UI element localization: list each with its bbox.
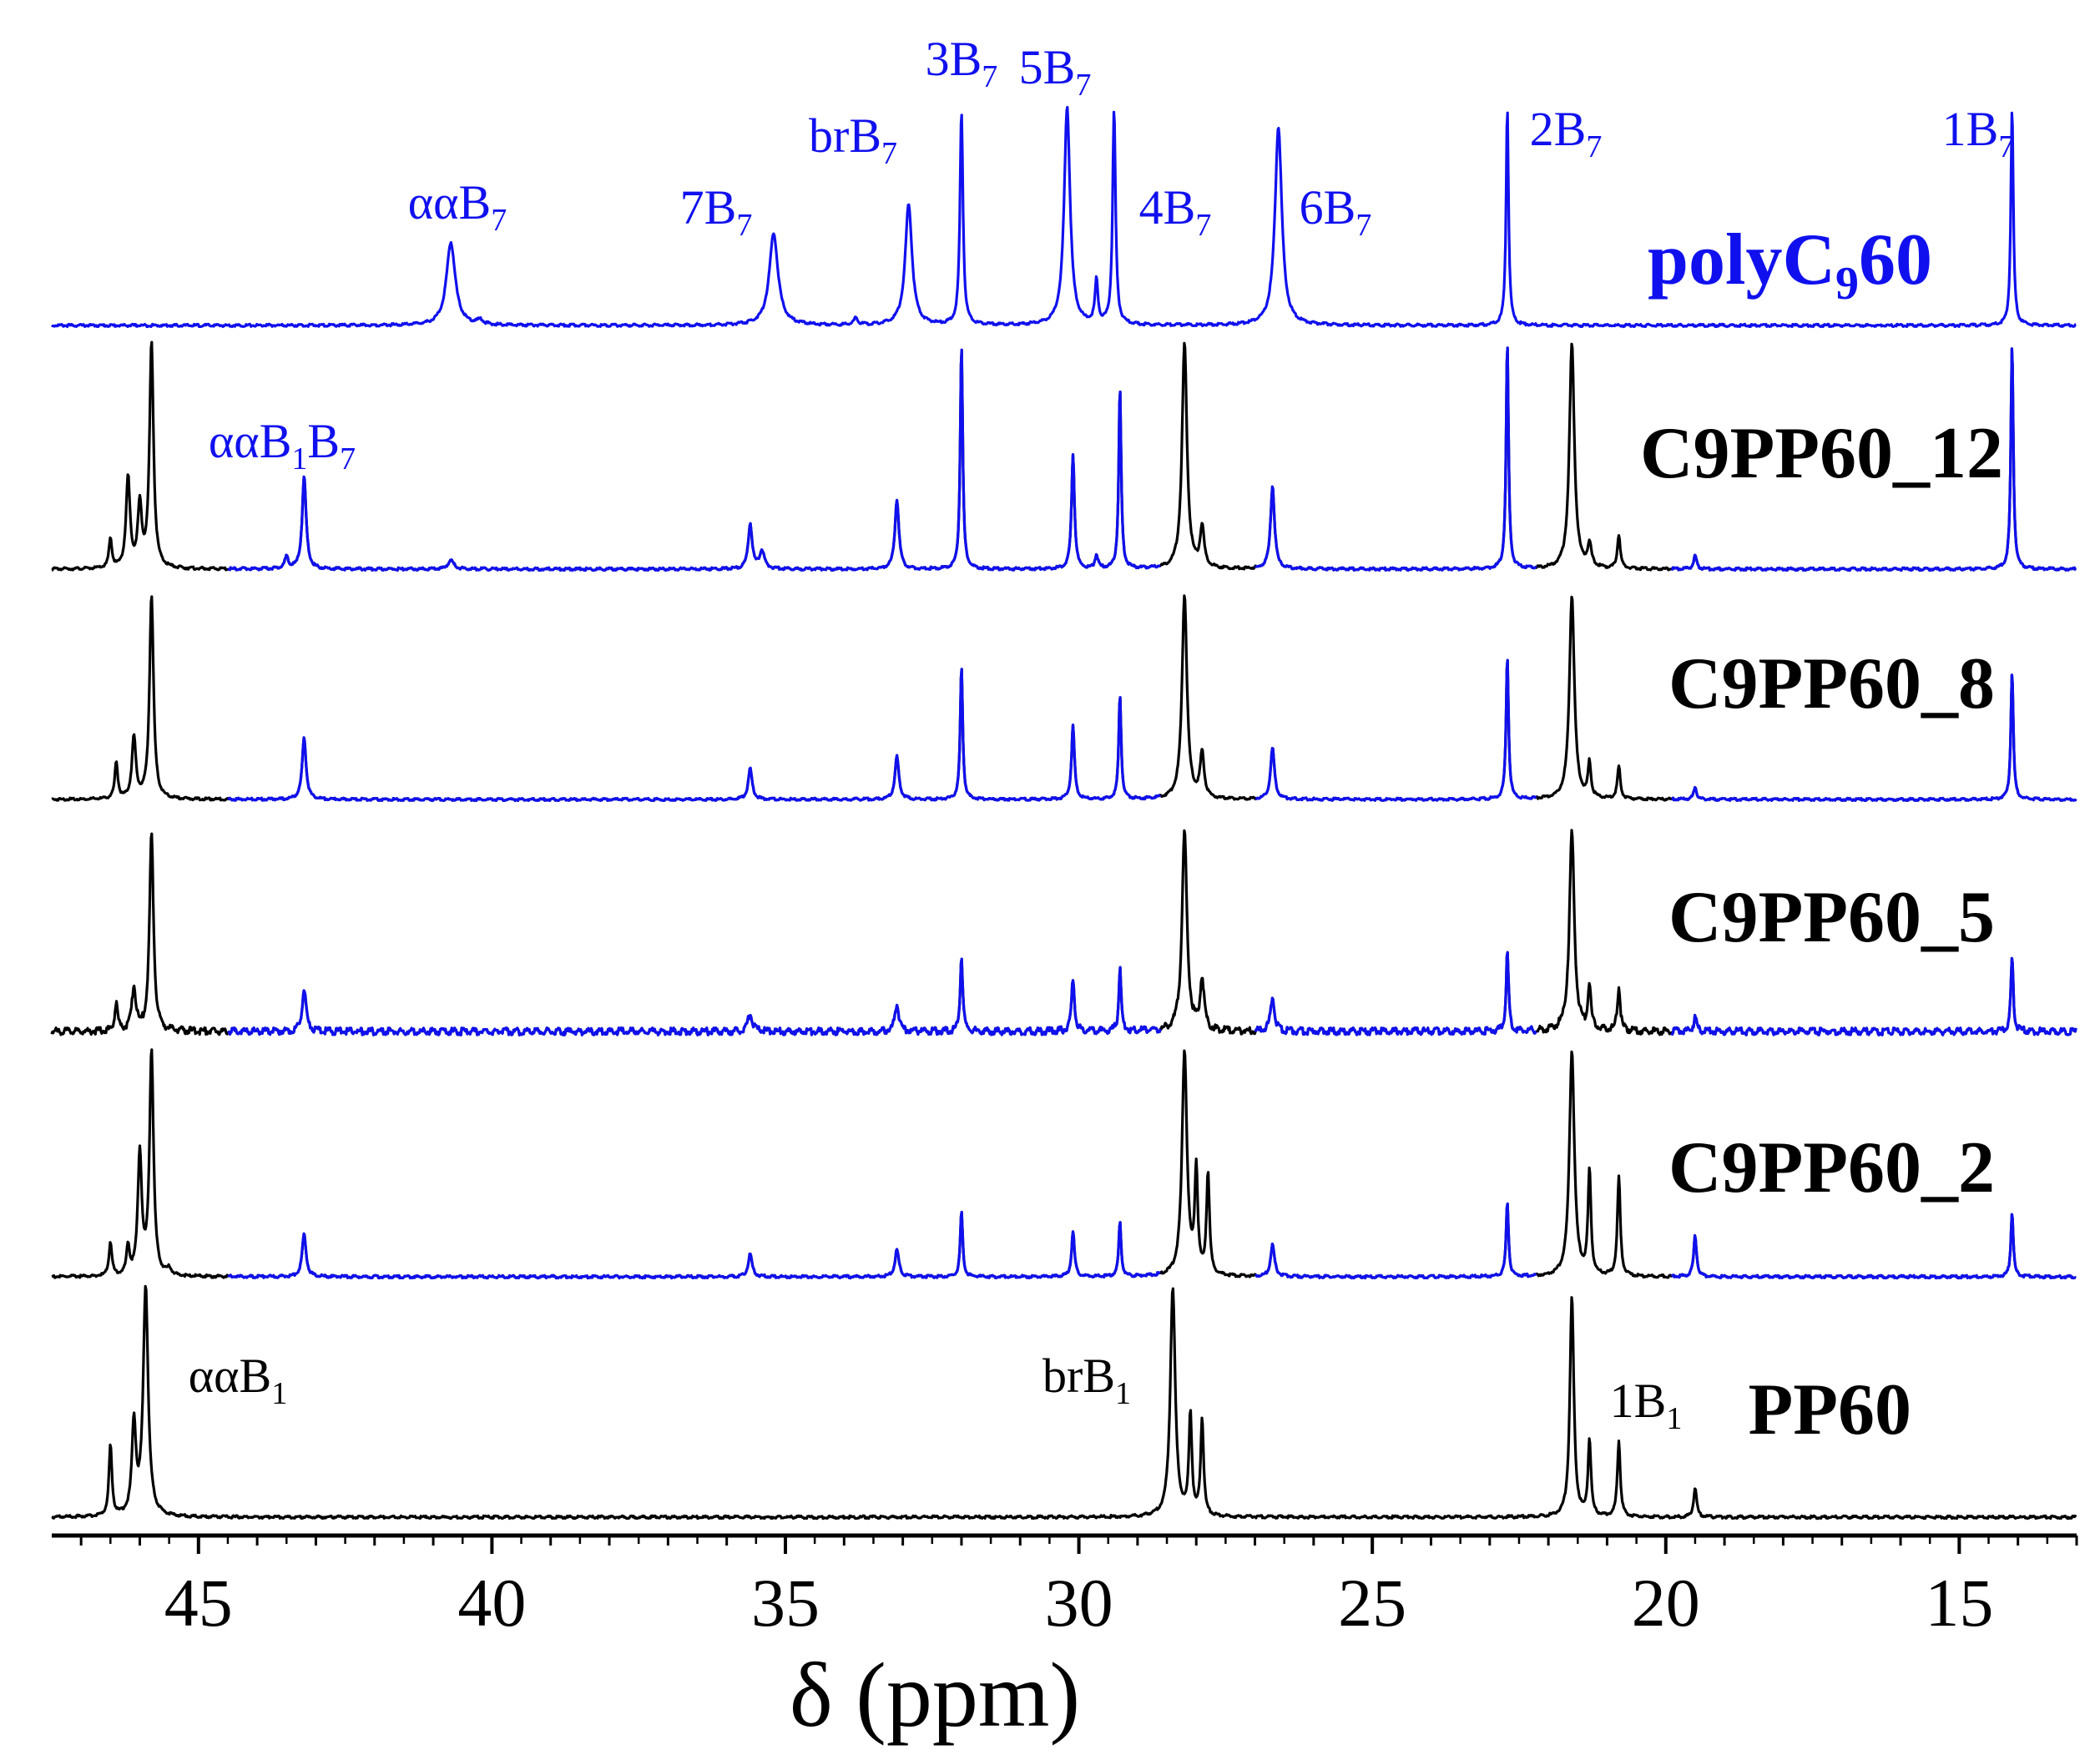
- spectrum-name-label: C9PP60_2: [1668, 1127, 1995, 1208]
- spectrum-c9pp60_8: [51, 594, 2077, 803]
- x-axis: 45 40 35 30 25 20 15: [52, 1533, 2078, 1641]
- annotations-layer: polyC960 C9PP60_12 C9PP60_8 C9PP60_5 C9PP60_…: [189, 32, 2015, 1450]
- peak-annotation: ααB7: [408, 175, 507, 238]
- spectrum-c9pp60_12: [51, 340, 2077, 572]
- comonomer-trace-segment: [227, 957, 1162, 1036]
- comonomer-trace-segment: [1254, 1202, 1537, 1280]
- spectrum-name-label: C9PP60_8: [1668, 643, 1995, 724]
- spectrum-polyc60: [50, 105, 2077, 329]
- comonomer-trace-segment: [1254, 658, 1537, 802]
- spectrum-name-label: PP60: [1748, 1369, 1911, 1450]
- peak-annotation: ααB1: [189, 1349, 287, 1411]
- comonomer-trace-segment: [1670, 347, 2077, 572]
- x-tick-label: 35: [751, 1565, 820, 1641]
- spectrum-name-label: C9PP60_5: [1668, 877, 1995, 958]
- comonomer-trace-segment: [227, 1210, 1161, 1280]
- comonomer-trace-segment: [227, 348, 1161, 572]
- x-tick-label: 25: [1338, 1565, 1406, 1641]
- spectrum-c9pp60_5: [50, 829, 2077, 1036]
- comonomer-trace-segment: [227, 668, 1162, 803]
- x-tick-label: 45: [164, 1565, 233, 1641]
- spectrum-pp60: [51, 1284, 2077, 1520]
- peak-annotation: 3B7: [926, 32, 998, 94]
- spectrum-c9pp60_2: [51, 1048, 2077, 1280]
- spectrum-trace: [50, 105, 2077, 329]
- x-tick-label: 20: [1632, 1565, 1700, 1641]
- comonomer-trace-segment: [1670, 673, 2077, 803]
- comonomer-trace-segment: [1670, 956, 2077, 1036]
- peak-annotation: 1B1: [1610, 1374, 1683, 1436]
- x-tick-label: 15: [1925, 1565, 1993, 1641]
- peak-annotation: 4B7: [1139, 180, 1212, 243]
- peak-annotation: 1B7: [1942, 102, 2015, 164]
- x-tick-label: 40: [457, 1565, 526, 1641]
- peak-annotation: 6B7: [1300, 180, 1372, 243]
- spectrum-name-label: polyC960: [1648, 219, 1932, 310]
- comonomer-trace-segment: [1254, 346, 1537, 572]
- peak-annotation: brB7: [809, 108, 897, 171]
- comonomer-trace-segment: [1670, 1213, 2077, 1280]
- x-axis-title: δ (ppm): [790, 1644, 1080, 1746]
- spectrum-name-label: C9PP60_12: [1640, 413, 2003, 494]
- peak-annotation: 7B7: [680, 180, 753, 243]
- peak-annotation: ααB1B7: [209, 414, 356, 477]
- comonomer-trace-segment: [1254, 951, 1537, 1036]
- peak-annotation: 2B7: [1530, 102, 1603, 164]
- peak-annotation: brB1: [1042, 1349, 1131, 1411]
- spectra-layer: [50, 105, 2077, 1520]
- spectrum-trace: [51, 1284, 2077, 1520]
- x-tick-label: 30: [1045, 1565, 1113, 1641]
- peak-annotation: 5B7: [1019, 40, 1092, 103]
